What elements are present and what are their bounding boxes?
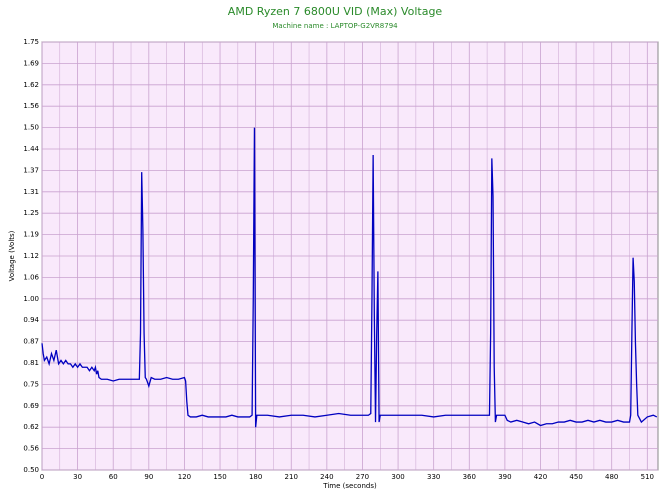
y-tick-label: 1.31 [23, 188, 39, 196]
y-tick-label: 0.94 [23, 316, 39, 324]
y-tick-label: 1.62 [23, 81, 39, 89]
x-tick-label: 270 [356, 473, 369, 481]
y-axis-label: Voltage (Volts) [8, 230, 16, 281]
y-tick-label: 0.81 [23, 359, 39, 367]
y-tick-label: 0.62 [23, 423, 39, 431]
y-tick-label: 1.75 [23, 38, 39, 46]
y-tick-label: 1.06 [23, 273, 39, 281]
y-tick-label: 1.44 [23, 145, 39, 153]
data-line [41, 127, 658, 428]
x-tick-label: 30 [73, 473, 82, 481]
y-tick-label: 1.00 [23, 295, 39, 303]
x-tick-label: 150 [213, 473, 226, 481]
x-tick-label: 510 [641, 473, 654, 481]
x-tick-label: 60 [109, 473, 118, 481]
y-tick-label: 0.75 [23, 380, 39, 388]
x-tick-label: 480 [605, 473, 618, 481]
x-tick-label: 330 [427, 473, 440, 481]
y-tick-label: 1.37 [23, 166, 39, 174]
y-tick-label: 1.25 [23, 209, 39, 217]
y-tick-label: 1.50 [23, 124, 39, 132]
x-tick-label: 450 [569, 473, 582, 481]
y-tick-label: 0.56 [23, 445, 39, 453]
y-tick-label: 1.12 [23, 252, 39, 260]
y-tick-label: 0.69 [23, 402, 39, 410]
chart-subtitle: Machine name : LAPTOP-G2VR8794 [272, 22, 398, 30]
x-tick-label: 90 [144, 473, 153, 481]
x-tick-label: 360 [463, 473, 476, 481]
x-tick-label: 240 [320, 473, 333, 481]
x-tick-label: 390 [498, 473, 511, 481]
x-tick-label: 120 [178, 473, 191, 481]
x-axis-label: Time (seconds) [322, 482, 377, 490]
x-tick-label: 0 [40, 473, 44, 481]
y-tick-label: 1.56 [23, 102, 39, 110]
y-tick-label: 1.19 [23, 231, 39, 239]
x-tick-label: 420 [534, 473, 547, 481]
y-tick-label: 1.69 [23, 59, 39, 67]
x-tick-label: 180 [249, 473, 262, 481]
x-tick-label: 210 [285, 473, 298, 481]
x-tick-label: 300 [391, 473, 404, 481]
y-tick-label: 0.50 [23, 466, 39, 474]
chart-title: AMD Ryzen 7 6800U VID (Max) Voltage [228, 5, 443, 18]
y-tick-label: 0.87 [23, 338, 39, 346]
